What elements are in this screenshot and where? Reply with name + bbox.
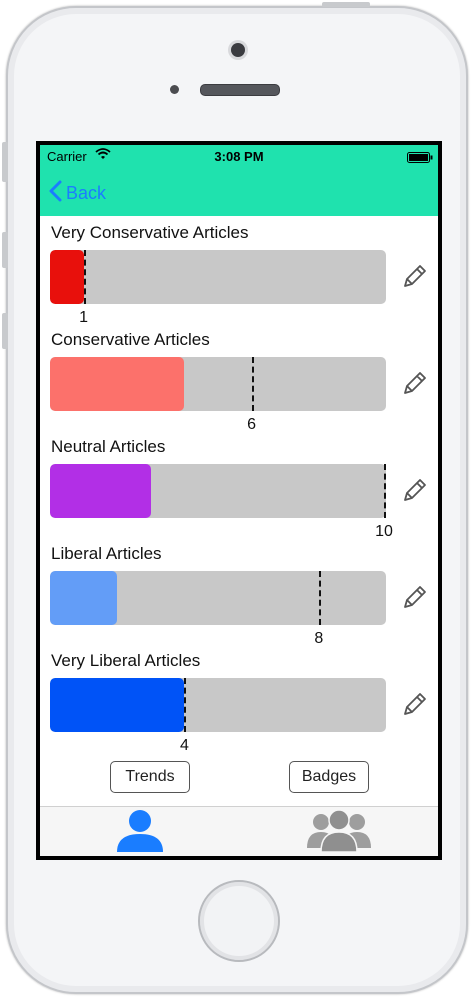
goal-marker [384,464,386,518]
category-row: Liberal Articles 8 [40,544,438,651]
category-row: Very Liberal Articles 4 [40,651,438,758]
progress-bar [50,678,386,732]
tab-group[interactable] [239,807,438,856]
tab-bar [40,806,438,856]
progress-fill [50,678,185,732]
category-label: Liberal Articles [51,544,162,563]
progress-bar [50,250,386,304]
home-button[interactable] [198,880,280,962]
app-screen: Carrier 3:08 PM [40,145,438,856]
progress-fill [50,464,151,518]
pencil-icon [404,479,426,501]
edit-goal-button[interactable] [400,582,430,612]
badges-button[interactable]: Badges [289,761,369,793]
pencil-icon [404,693,426,715]
volume-down-button [2,313,8,349]
wifi-icon [95,148,111,163]
goal-value: 8 [314,630,324,647]
edit-goal-button[interactable] [400,689,430,719]
navigation-bar: Back [40,169,438,216]
edit-goal-button[interactable] [400,368,430,398]
power-button [322,2,370,7]
category-label: Neutral Articles [51,437,166,456]
category-row: Conservative Articles 6 [40,330,438,437]
screen: Carrier 3:08 PM [36,141,442,860]
progress-fill [50,357,185,411]
pencil-icon [404,586,426,608]
goal-value: 1 [79,309,89,326]
pencil-icon [404,265,426,287]
earpiece-speaker [200,84,280,96]
back-label: Back [66,182,107,203]
chevron-left-icon [48,180,62,207]
status-bar: Carrier 3:08 PM [40,145,438,169]
goal-marker [184,678,187,732]
goal-value: 10 [375,523,393,540]
category-row: Very Conservative Articles 1 [40,223,438,330]
volume-up-button [2,232,8,268]
pencil-icon [404,372,426,394]
group-icon [306,808,372,857]
progress-fill [50,571,118,625]
edit-goal-button[interactable] [400,261,430,291]
tab-personal[interactable] [40,807,239,856]
goal-marker [251,357,254,411]
proximity-sensor [170,85,179,94]
front-camera [231,43,245,57]
status-time: 3:08 PM [214,149,264,164]
category-row: Neutral Articles 10 [40,437,438,544]
edit-goal-button[interactable] [400,475,430,505]
silent-switch [2,142,8,182]
person-icon [115,808,165,857]
progress-bar [50,464,386,518]
goal-value: 6 [247,416,257,433]
goal-marker [83,250,86,304]
progress-bar [50,571,386,625]
progress-fill [50,250,84,304]
goal-marker [318,571,321,625]
carrier-label: Carrier [47,149,87,164]
category-label: Conservative Articles [51,330,210,349]
battery-icon [407,151,433,163]
category-label: Very Conservative Articles [51,223,249,242]
trends-button[interactable]: Trends [110,761,190,793]
category-label: Very Liberal Articles [51,651,201,670]
goal-value: 4 [179,737,189,754]
progress-bar [50,357,386,411]
back-button[interactable]: Back [48,180,106,206]
